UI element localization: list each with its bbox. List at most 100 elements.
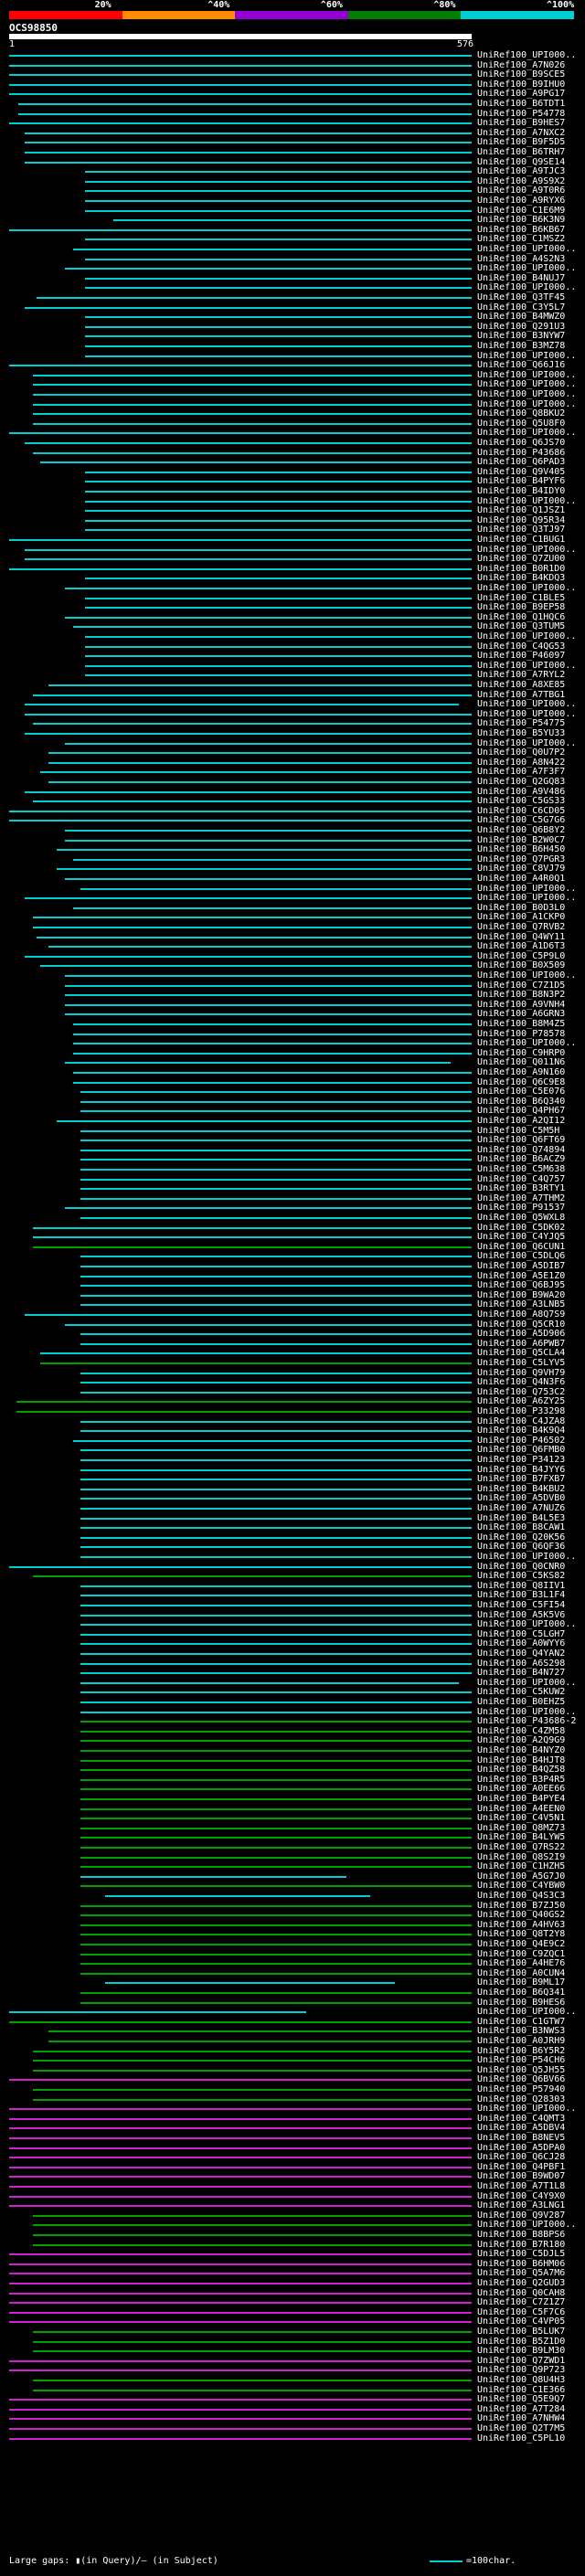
hit-row: UniRef100_Q6C9E8 — [0, 1076, 585, 1088]
hit-bar — [24, 142, 472, 144]
hit-bar — [64, 268, 472, 270]
hit-row: UniRef100_A9RYX6 — [0, 195, 585, 207]
hit-row: UniRef100_A0JRH9 — [0, 2035, 585, 2047]
hit-row: UniRef100_Q40GS2 — [0, 1909, 585, 1921]
hit-row: UniRef100_Q6CUN1 — [0, 1241, 585, 1253]
hit-bar — [80, 1266, 472, 1267]
hit-label: UniRef100_A4EEN0 — [477, 1803, 566, 1814]
hit-bar — [48, 684, 472, 686]
hit-label: UniRef100_P78578 — [477, 1028, 566, 1039]
hit-row: UniRef100_A6GRN3 — [0, 1008, 585, 1020]
hit-bar — [9, 2011, 306, 2014]
hit-row: UniRef100_Q9V287 — [0, 2210, 585, 2221]
hit-bar — [104, 1982, 395, 1985]
hit-row: UniRef100_Q0CNR0 — [0, 1561, 585, 1573]
hit-row: UniRef100_B6Y5R2 — [0, 2045, 585, 2057]
hit-bar — [80, 1934, 472, 1936]
hit-row: UniRef100_Q2GQ83 — [0, 776, 585, 788]
hit-row: UniRef100_C4QMT3 — [0, 2113, 585, 2125]
hit-bar — [9, 2186, 472, 2188]
hit-bar — [72, 858, 472, 861]
hit-row: UniRef100_Q7PGR3 — [0, 853, 585, 865]
hit-row: UniRef100_Q1JSZ1 — [0, 504, 585, 516]
hit-bar — [80, 1449, 472, 1452]
hit-row: UniRef100_Q5A7M6 — [0, 2267, 585, 2279]
hit-row: UniRef100_A7NHW4 — [0, 2412, 585, 2424]
hit-bar — [80, 1614, 472, 1617]
hit-row: UniRef100_C5PL10 — [0, 2433, 585, 2444]
hit-label: UniRef100_P91537 — [477, 1203, 566, 1214]
hit-bar — [80, 1197, 472, 1200]
hit-row: UniRef100_UPI000.. — [0, 1618, 585, 1630]
hit-label: UniRef100_B4LYW5 — [477, 1832, 566, 1843]
hit-label: UniRef100_C9ZQC1 — [477, 1948, 566, 1959]
hit-label: UniRef100_C5DJL5 — [477, 2249, 566, 2260]
hit-label: UniRef100_UPI000.. — [477, 1619, 577, 1630]
hit-row: UniRef100_Q2GUD3 — [0, 2277, 585, 2289]
hit-bar — [84, 325, 472, 328]
hit-bar — [80, 1914, 472, 1917]
hit-row: UniRef100_B6Q341 — [0, 1987, 585, 1998]
hit-label: UniRef100_C1BUG1 — [477, 535, 566, 545]
hit-bar — [80, 1372, 472, 1374]
hit-bar — [17, 112, 472, 115]
hit-bar — [84, 636, 472, 638]
hit-bar — [80, 1788, 472, 1791]
hit-row: UniRef100_A3LNB5 — [0, 1299, 585, 1310]
identity-tick-label: ^100% — [547, 0, 575, 10]
identity-tick-label: ^40% — [207, 0, 230, 10]
hit-row: UniRef100_Q5JH55 — [0, 2064, 585, 2076]
hit-label: UniRef100_B8NEV5 — [477, 2133, 566, 2143]
hit-bar — [84, 607, 472, 610]
hit-bar — [9, 2263, 472, 2265]
hit-row: UniRef100_A7T284 — [0, 2403, 585, 2415]
hit-bar — [84, 316, 472, 319]
hit-row: UniRef100_P46502 — [0, 1435, 585, 1447]
hit-row: UniRef100_B3MZ78 — [0, 340, 585, 352]
hit-label: UniRef100_UPI000.. — [477, 883, 577, 894]
hit-label: UniRef100_UPI000.. — [477, 50, 577, 60]
hit-label: UniRef100_B4JYY6 — [477, 1464, 566, 1475]
hit-row: UniRef100_A7NXC2 — [0, 127, 585, 139]
identity-segment — [122, 11, 236, 19]
hit-label: UniRef100_A5DBV4 — [477, 2123, 566, 2134]
hit-label: UniRef100_Q9P723 — [477, 2365, 566, 2376]
hit-label: UniRef100_A7F3F7 — [477, 767, 566, 778]
hit-label: UniRef100_UPI000.. — [477, 699, 577, 710]
hit-label: UniRef100_C1MSZ2 — [477, 234, 566, 245]
hit-bar — [64, 1062, 452, 1065]
hit-row: UniRef100_Q9SE14 — [0, 156, 585, 168]
legend-scale-text: =100char. — [466, 2556, 516, 2566]
hit-bar — [24, 161, 472, 164]
hit-label: UniRef100_UPI000.. — [477, 1552, 577, 1562]
hit-row: UniRef100_A7THM2 — [0, 1193, 585, 1204]
hit-label: UniRef100_UPI000.. — [477, 282, 577, 293]
hit-bar — [56, 868, 472, 871]
hit-row: UniRef100_C5GS33 — [0, 795, 585, 807]
hit-row: UniRef100_A5DIB7 — [0, 1260, 585, 1272]
hit-bar — [84, 180, 472, 183]
hit-bar — [9, 2273, 472, 2275]
hit-label: UniRef100_UPI000.. — [477, 428, 577, 439]
hit-label: UniRef100_Q8IIV1 — [477, 1580, 566, 1591]
hit-label: UniRef100_B4N727 — [477, 1668, 566, 1679]
hit-row: UniRef100_Q8BKU2 — [0, 408, 585, 419]
hit-row: UniRef100_C5DK02 — [0, 1222, 585, 1234]
hit-label: UniRef100_B8BPS6 — [477, 2230, 566, 2240]
hit-label: UniRef100_A7TBG1 — [477, 689, 566, 700]
hit-label: UniRef100_A6GRN3 — [477, 1009, 566, 1020]
hit-label: UniRef100_A5DVB0 — [477, 1493, 566, 1504]
hit-row: UniRef100_Q4YAN2 — [0, 1648, 585, 1659]
hit-bar — [80, 1875, 346, 1878]
hit-label: UniRef100_Q6CUN1 — [477, 1241, 566, 1252]
hit-row: UniRef100_A9S9X2 — [0, 175, 585, 187]
hit-label: UniRef100_C7Z1D5 — [477, 980, 566, 991]
hit-bar — [9, 810, 472, 812]
hit-bar — [80, 1711, 472, 1713]
hit-bar — [84, 471, 472, 473]
hit-label: UniRef100_Q4PBF1 — [477, 2161, 566, 2172]
hit-bar — [32, 403, 472, 406]
hit-row: UniRef100_C3Y5L7 — [0, 302, 585, 313]
hit-row: UniRef100_UPI000.. — [0, 2103, 585, 2115]
hit-row: UniRef100_A4S2N3 — [0, 253, 585, 265]
